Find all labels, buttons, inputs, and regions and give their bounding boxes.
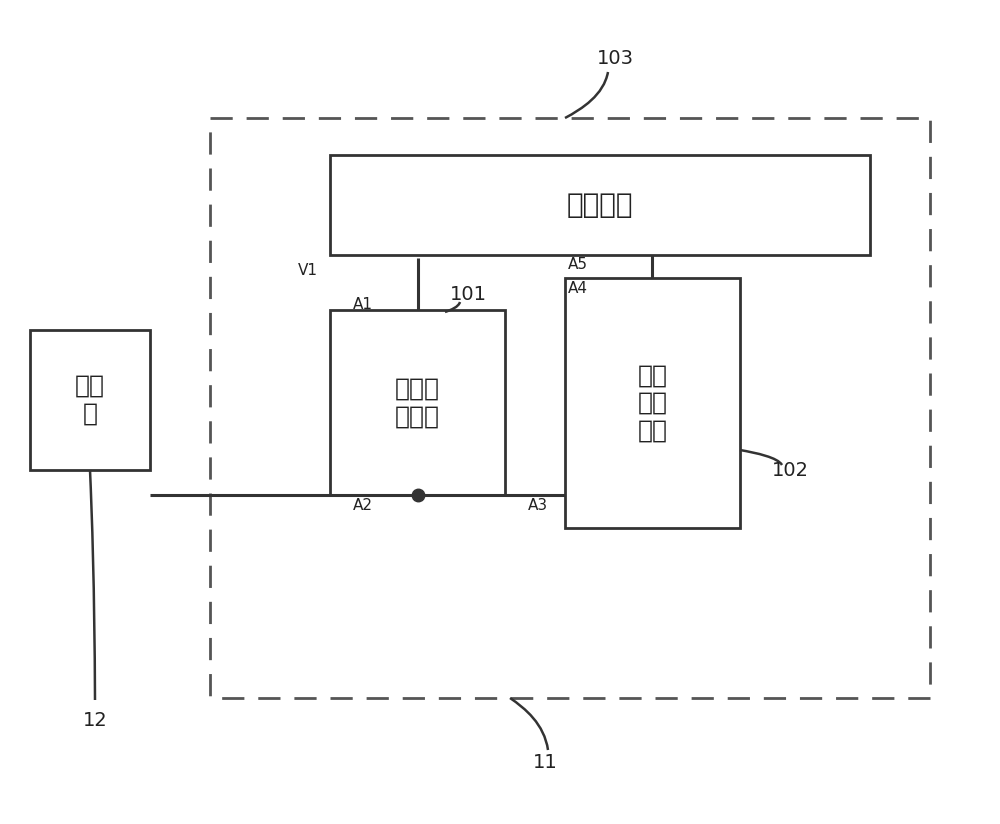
Text: 第一分
压电路: 第一分 压电路 [395,377,440,428]
Text: V1: V1 [298,263,318,278]
Bar [565,278,740,528]
Text: A1: A1 [353,297,373,312]
Bar [30,330,150,470]
Text: 刷机
控制
电路: 刷机 控制 电路 [638,363,668,442]
Text: 11: 11 [533,752,557,771]
Text: 刷机电路: 刷机电路 [567,191,633,219]
Text: 103: 103 [596,49,634,68]
Bar [330,155,870,255]
Text: A5: A5 [568,257,588,272]
Text: 102: 102 [772,461,808,480]
Bar [330,310,505,495]
Bar [210,118,930,698]
Text: 12: 12 [83,710,107,729]
Text: 101: 101 [450,285,486,305]
Text: 连接
器: 连接 器 [75,374,105,426]
Text: A3: A3 [528,498,548,513]
Text: A2: A2 [353,498,373,513]
Text: A4: A4 [568,281,588,296]
